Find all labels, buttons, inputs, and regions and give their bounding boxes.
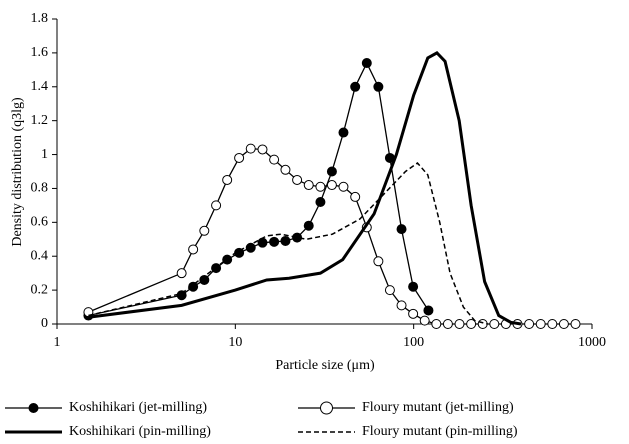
marker — [338, 127, 349, 138]
marker — [269, 154, 280, 165]
marker — [454, 319, 465, 329]
marker — [373, 256, 384, 267]
legend-marker — [28, 403, 39, 413]
marker — [466, 319, 477, 329]
y-tick-label: 0.2 — [31, 282, 49, 297]
marker — [292, 174, 303, 185]
legend-label: Koshihikari (jet-milling) — [69, 400, 207, 415]
marker — [257, 237, 268, 248]
marker — [524, 319, 535, 329]
marker — [547, 319, 558, 329]
marker — [570, 319, 581, 329]
marker — [245, 143, 256, 154]
marker — [350, 191, 361, 202]
marker — [222, 174, 233, 185]
marker — [338, 181, 349, 192]
y-tick-label: 0 — [41, 316, 48, 331]
y-tick-label: 0.8 — [31, 181, 49, 196]
y-tick-label: 0.6 — [31, 215, 49, 230]
marker — [477, 319, 488, 329]
series-line — [88, 61, 429, 317]
marker — [558, 319, 569, 329]
marker — [315, 181, 326, 192]
series-line — [88, 51, 522, 326]
legend-marker — [320, 401, 333, 415]
marker — [199, 225, 210, 236]
marker — [326, 180, 337, 191]
marker — [257, 144, 268, 155]
marker — [303, 180, 314, 191]
marker — [431, 319, 442, 329]
y-tick-label: 0.4 — [31, 248, 49, 263]
marker — [188, 281, 199, 292]
y-axis-label: Density distribution (q3lg) — [10, 97, 25, 247]
marker — [269, 236, 280, 247]
x-tick-label: 1 — [54, 335, 61, 350]
marker — [373, 81, 384, 92]
marker — [350, 81, 361, 92]
x-axis-label: Particle size (μm) — [275, 358, 375, 373]
marker — [408, 308, 419, 319]
marker — [384, 285, 395, 296]
marker — [303, 220, 314, 231]
marker — [442, 319, 453, 329]
y-tick-label: 1.2 — [31, 113, 49, 128]
marker — [396, 300, 407, 311]
marker — [176, 268, 187, 279]
x-tick-label: 10 — [228, 335, 242, 350]
legend-label: Koshihikari (pin-milling) — [69, 424, 211, 439]
marker — [234, 152, 245, 163]
marker — [211, 200, 222, 211]
y-tick-label: 1.4 — [31, 79, 49, 94]
legend-label: Floury mutant (jet-milling) — [362, 400, 514, 415]
y-tick-label: 1.6 — [31, 45, 49, 60]
marker — [396, 224, 407, 235]
y-tick-label: 1.8 — [31, 11, 49, 26]
marker — [423, 305, 434, 316]
x-tick-label: 100 — [403, 335, 424, 350]
marker — [326, 166, 337, 177]
marker — [419, 315, 430, 326]
marker — [361, 58, 372, 69]
marker — [188, 244, 199, 255]
y-tick-label: 1 — [41, 147, 48, 162]
marker — [489, 319, 500, 329]
x-tick-label: 1000 — [578, 335, 606, 350]
series-line — [88, 162, 488, 325]
marker — [280, 164, 291, 175]
marker — [280, 235, 291, 246]
marker — [535, 319, 546, 329]
marker — [315, 197, 326, 207]
marker — [408, 281, 419, 292]
legend-label: Floury mutant (pin-milling) — [362, 424, 518, 439]
